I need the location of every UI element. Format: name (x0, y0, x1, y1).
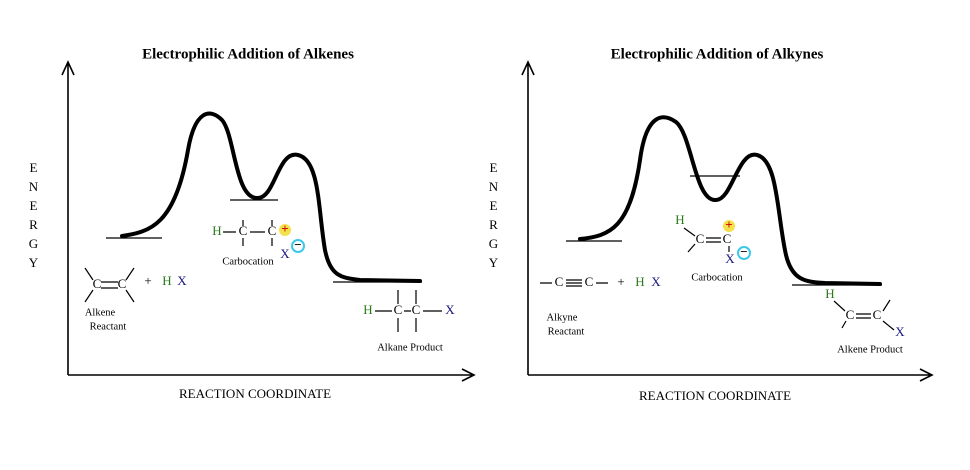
atom: C (412, 302, 421, 317)
atom: C (696, 231, 705, 246)
label: Reactant (90, 321, 127, 332)
charge: + (281, 221, 288, 236)
label: Reactant (548, 326, 585, 337)
bonds (683, 227, 730, 253)
charge: − (740, 244, 747, 259)
label: Alkene (85, 307, 116, 318)
atom: H (363, 302, 372, 317)
atom: C (723, 231, 732, 246)
plus: + (617, 274, 624, 289)
atom: H (825, 286, 834, 301)
label: Carbocation (691, 272, 743, 283)
label: Alkyne (547, 312, 578, 323)
atom: C (394, 302, 403, 317)
charge-circle (279, 224, 291, 236)
atom: X (895, 324, 905, 339)
energy-curve (578, 115, 882, 286)
plus: + (144, 273, 151, 288)
atom: H (635, 274, 644, 289)
atom: X (280, 246, 290, 261)
atom: H (212, 223, 221, 238)
atom: C (555, 274, 564, 289)
charge-circle (723, 220, 735, 232)
atom: X (445, 302, 455, 317)
title: Electrophilic Addition of Alkynes (611, 46, 824, 62)
axes (61, 60, 476, 382)
atom: C (118, 276, 127, 291)
x-axis-label: REACTION COORDINATE (639, 388, 791, 403)
atom: C (846, 307, 855, 322)
atom: C (873, 307, 882, 322)
energy-curve (120, 111, 422, 283)
axes (521, 60, 934, 382)
charge: − (294, 237, 301, 252)
atom: C (585, 274, 594, 289)
energy-levels (106, 199, 422, 283)
bonds (223, 220, 273, 246)
atom: H (162, 273, 171, 288)
energy-levels (566, 175, 882, 286)
atom: C (239, 223, 248, 238)
x-axis-label: REACTION COORDINATE (179, 386, 331, 401)
title: Electrophilic Addition of Alkenes (142, 46, 354, 62)
bonds (84, 267, 135, 303)
atom: C (93, 276, 102, 291)
bonds (540, 279, 608, 287)
atom: X (651, 274, 661, 289)
atom: H (675, 212, 684, 227)
atom: C (268, 223, 277, 238)
y-axis-label: ENERGY (26, 160, 41, 274)
bonds (375, 290, 442, 332)
charge-circle (291, 239, 305, 253)
y-axis-label: ENERGY (486, 160, 501, 274)
bonds (833, 299, 895, 331)
atom: X (177, 273, 187, 288)
label: Alkane Product (377, 342, 443, 353)
label: Carbocation (222, 256, 274, 267)
label: Alkene Product (837, 344, 903, 355)
charge-circle (737, 246, 751, 260)
atom: X (725, 251, 735, 266)
charge: + (725, 217, 732, 232)
